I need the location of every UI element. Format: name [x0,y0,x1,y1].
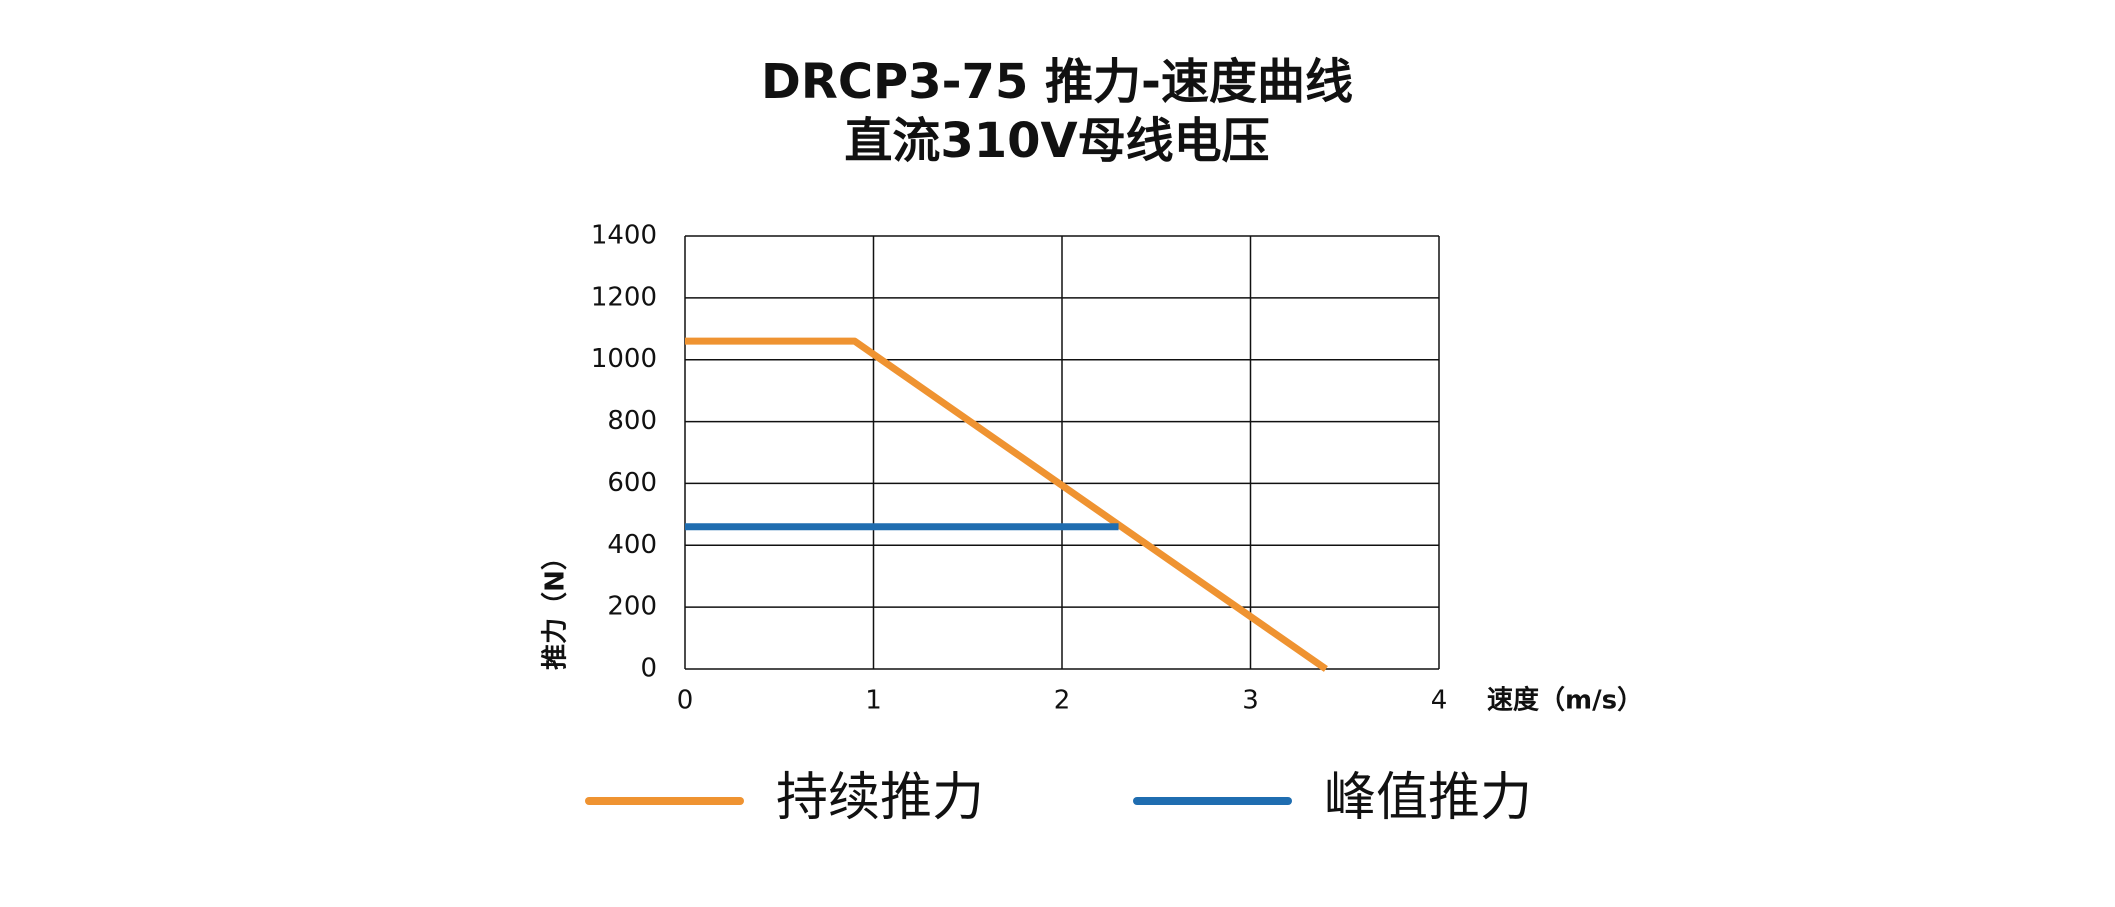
y-axis-label: 推力（N） [541,544,571,670]
y-tick-label: 1000 [591,344,657,374]
x-tick-label: 3 [1242,686,1259,716]
y-tick-label: 0 [640,654,657,684]
legend-label: 峰值推力 [1324,768,1532,828]
x-tick-label: 2 [1054,686,1071,716]
y-tick-label: 400 [607,530,657,560]
line [685,337,1328,672]
chart-title: DRCP3-75 推力-速度曲线 [761,54,1353,110]
x-axis-label: 速度（m/s） [1487,685,1643,716]
y-tick-label: 800 [607,406,657,436]
x-tick-label: 0 [677,686,694,716]
y-tick-label: 200 [607,592,657,622]
y-tick-label: 1200 [591,282,657,312]
chart-subtitle: 直流310V母线电压 [844,113,1269,169]
y-tick-label: 600 [607,468,657,498]
x-tick-label: 1 [865,686,882,716]
y-tick-label: 1400 [591,221,657,251]
legend-label: 持续推力 [776,768,984,828]
x-tick-label: 4 [1431,686,1448,716]
